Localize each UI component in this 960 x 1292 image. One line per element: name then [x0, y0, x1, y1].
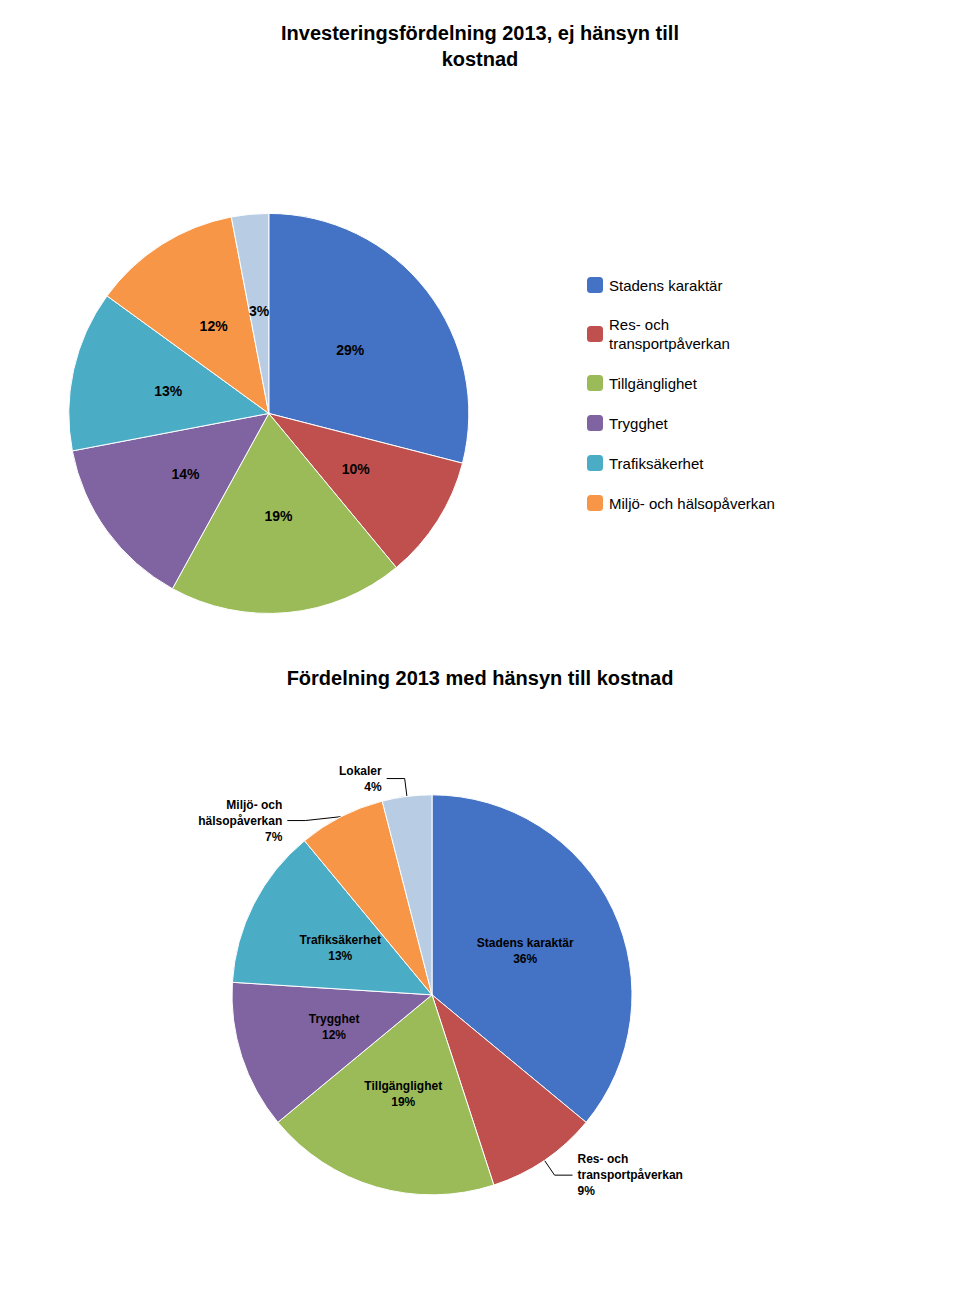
svg-text:Stadens karaktär: Stadens karaktär: [609, 277, 722, 294]
svg-text:Trygghet: Trygghet: [609, 415, 668, 432]
svg-text:13%: 13%: [328, 949, 352, 963]
svg-text:transportpåverkan: transportpåverkan: [578, 1168, 683, 1182]
svg-text:Miljö- och hälsopåverkan: Miljö- och hälsopåverkan: [609, 495, 775, 512]
svg-text:3%: 3%: [249, 303, 270, 319]
svg-text:Miljö- och: Miljö- och: [226, 798, 282, 812]
svg-text:Lokaler: Lokaler: [339, 764, 382, 778]
svg-text:12%: 12%: [200, 318, 229, 334]
svg-text:hälsopåverkan: hälsopåverkan: [198, 814, 282, 828]
svg-text:Investeringsfördelning 2013, e: Investeringsfördelning 2013, ej hänsyn t…: [281, 22, 679, 44]
svg-text:kostnad: kostnad: [442, 48, 519, 70]
svg-text:transportpåverkan: transportpåverkan: [609, 335, 730, 352]
svg-text:7%: 7%: [265, 830, 283, 844]
svg-text:Stadens karaktär: Stadens karaktär: [477, 936, 574, 950]
svg-text:Trafiksäkerhet: Trafiksäkerhet: [300, 933, 381, 947]
svg-text:10%: 10%: [342, 461, 371, 477]
svg-text:Trygghet: Trygghet: [309, 1012, 360, 1026]
svg-text:13%: 13%: [154, 383, 183, 399]
svg-text:Trafiksäkerhet: Trafiksäkerhet: [609, 455, 704, 472]
svg-text:Res- och: Res- och: [609, 316, 669, 333]
svg-text:Tillgänglighet: Tillgänglighet: [364, 1079, 442, 1093]
svg-text:Tillgänglighet: Tillgänglighet: [609, 375, 698, 392]
svg-text:9%: 9%: [578, 1184, 596, 1198]
svg-text:14%: 14%: [171, 466, 200, 482]
svg-text:29%: 29%: [336, 342, 365, 358]
svg-text:12%: 12%: [322, 1028, 346, 1042]
svg-text:4%: 4%: [364, 780, 382, 794]
svg-text:Res- och: Res- och: [578, 1152, 629, 1166]
svg-text:Fördelning 2013 med hänsyn til: Fördelning 2013 med hänsyn till kostnad: [287, 667, 674, 689]
svg-text:36%: 36%: [513, 952, 537, 966]
svg-text:19%: 19%: [391, 1095, 415, 1109]
svg-text:19%: 19%: [264, 508, 293, 524]
